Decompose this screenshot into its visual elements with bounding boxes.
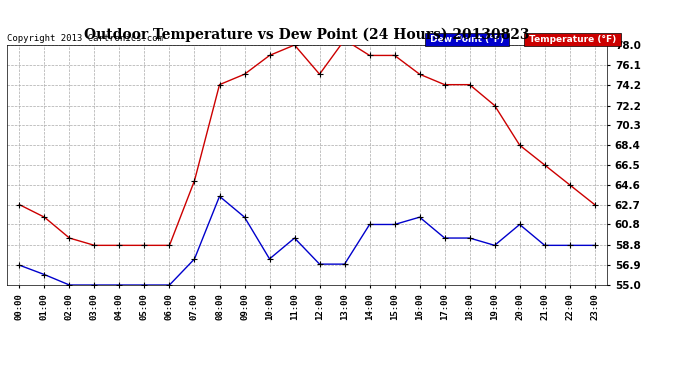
Text: Copyright 2013 Cartronics.com: Copyright 2013 Cartronics.com bbox=[7, 34, 163, 43]
Title: Outdoor Temperature vs Dew Point (24 Hours) 20130823: Outdoor Temperature vs Dew Point (24 Hou… bbox=[84, 28, 530, 42]
Text: Temperature (°F): Temperature (°F) bbox=[526, 35, 620, 44]
Text: Dew Point (°F): Dew Point (°F) bbox=[427, 35, 507, 44]
